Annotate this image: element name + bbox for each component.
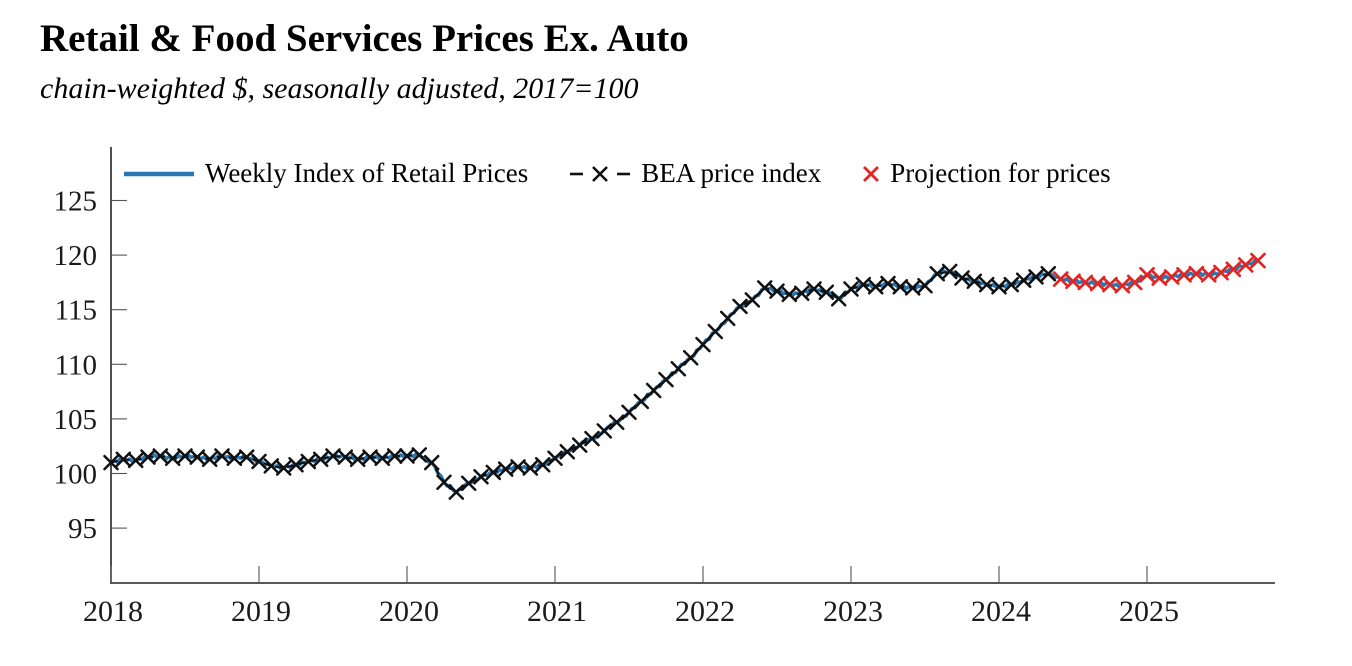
x-tick-label: 2019 — [231, 595, 291, 628]
y-tick-label: 125 — [54, 186, 98, 218]
legend-item-projection: Projection for prices — [861, 158, 1111, 189]
y-tick-label: 100 — [54, 459, 98, 491]
solid-line-swatch-icon — [124, 171, 194, 176]
y-tick-label: 110 — [55, 349, 97, 381]
x-tick-label: 2022 — [675, 595, 735, 628]
legend-label-bea-index: BEA price index — [641, 158, 822, 188]
bea-dashed-line — [110, 270, 1049, 494]
legend-label-projection: Projection for prices — [890, 158, 1111, 188]
x-tick-label: 2018 — [83, 595, 143, 628]
y-tick-label: 120 — [54, 240, 98, 272]
y-tick-label: 105 — [54, 404, 98, 436]
legend-item-weekly-index: Weekly Index of Retail Prices — [122, 158, 528, 189]
x-tick-label: 2025 — [1119, 595, 1179, 628]
legend-label-weekly-index: Weekly Index of Retail Prices — [205, 158, 529, 188]
dashed-x-swatch-icon — [570, 165, 631, 182]
red-x-swatch-icon — [863, 165, 880, 182]
chart-subtitle: chain-weighted $, seasonally adjusted, 2… — [40, 72, 639, 105]
chart-title: Retail & Food Services Prices Ex. Auto — [40, 17, 689, 60]
x-tick-label: 2021 — [527, 595, 587, 628]
chart-legend: Weekly Index of Retail Prices BEA price … — [122, 158, 1111, 189]
projection-x-markers — [1052, 252, 1266, 294]
y-tick-label: 115 — [55, 295, 97, 327]
legend-item-bea-index: BEA price index — [568, 158, 821, 189]
bea-x-markers — [103, 263, 1057, 500]
x-tick-label: 2023 — [823, 595, 883, 628]
y-tick-label: 95 — [68, 513, 97, 545]
x-tick-label: 2020 — [379, 595, 439, 628]
x-tick-label: 2024 — [971, 595, 1031, 628]
